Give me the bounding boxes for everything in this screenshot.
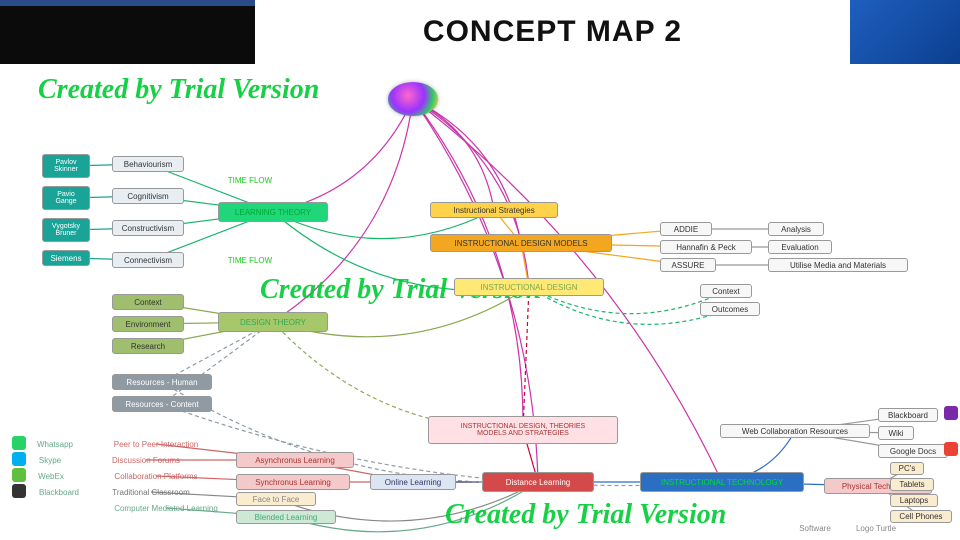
node-pcs: PC's xyxy=(890,462,924,475)
node-forums: Discussion Forums xyxy=(96,454,196,466)
node-reshum: Resources - Human xyxy=(112,374,212,390)
node-blended: Blended Learning xyxy=(236,510,336,524)
concept-map-canvas: Created by Trial Version Created by Trial… xyxy=(0,64,960,540)
node-logo: Logo Turtle xyxy=(846,522,906,534)
node-itech: INSTRUCTIONAL TECHNOLOGY xyxy=(640,472,804,492)
brain-icon xyxy=(388,82,438,116)
page-title: CONCEPT MAP 2 xyxy=(423,15,682,49)
edge-rescont-designth xyxy=(162,322,273,404)
google-icon xyxy=(944,442,958,456)
node-instrat: Instructional Strategies xyxy=(430,202,558,218)
node-pavio: Pavio Gange xyxy=(42,186,90,210)
trial-watermark: Created by Trial Version xyxy=(38,74,319,106)
node-constr: Constructivism xyxy=(112,220,184,236)
node-blackb: Blackboard xyxy=(878,408,938,422)
node-vygotsky: Vygotsky Bruner xyxy=(42,218,90,242)
node-online: Online Learning xyxy=(370,474,456,490)
whatsapp-icon xyxy=(12,436,26,450)
edge-instrdes-idtms xyxy=(523,287,529,430)
header: CONCEPT MAP 2 xyxy=(0,0,960,64)
node-async: Asynchronus Learning xyxy=(236,452,354,468)
node-tablets: Tablets xyxy=(890,478,934,491)
header-center: CONCEPT MAP 2 xyxy=(255,0,850,64)
node-tf1: TIME FLOW xyxy=(220,174,280,186)
node-behav: Behaviourism xyxy=(112,156,184,172)
webex-icon xyxy=(12,468,26,482)
header-right-block xyxy=(850,0,960,64)
node-dist: Distance Learning xyxy=(482,472,594,492)
node-analysis: Analysis xyxy=(768,222,824,236)
node-whatsapp: Whatsapp xyxy=(30,438,80,450)
node-skype: Skype xyxy=(30,454,70,466)
header-left-block xyxy=(0,0,255,64)
node-ctxout2: Outcomes xyxy=(700,302,760,316)
node-connect: Connectivism xyxy=(112,252,184,268)
skype-icon xyxy=(12,452,26,466)
node-idmodels: INSTRUCTIONAL DESIGN MODELS xyxy=(430,234,612,252)
node-laptops: Laptops xyxy=(890,494,938,507)
blackboard-logo-icon xyxy=(944,406,958,420)
node-assure: ASSURE xyxy=(660,258,716,272)
node-wiki: Wiki xyxy=(878,426,914,440)
node-sync: Synchronus Learning xyxy=(236,474,350,490)
node-cml: Computer Mediated Learning xyxy=(96,502,236,514)
node-idtms: INSTRUCTIONAL DESIGN, THEORIES MODELS AN… xyxy=(428,416,618,444)
edge-idmodels-brain xyxy=(413,99,521,243)
node-evalu: Evaluation xyxy=(768,240,832,254)
node-p2p: Peer to Peer Interaction xyxy=(96,438,216,450)
edge-learnth-brain xyxy=(273,99,413,212)
edge-designth-idtms xyxy=(273,322,523,430)
node-blackbrd: Blackboard xyxy=(30,486,88,498)
node-learnth: LEARNING THEORY xyxy=(218,202,328,222)
node-pavlov: Pavlov Skinner xyxy=(42,154,90,178)
node-media: Utilise Media and Materials xyxy=(768,258,908,272)
node-hannafin: Hannafin & Peck xyxy=(660,240,752,254)
node-siemens: Siemens xyxy=(42,250,90,266)
node-addie: ADDIE xyxy=(660,222,712,236)
node-f2f: Face to Face xyxy=(236,492,316,506)
node-instrdes: INSTRUCTIONAL DESIGN xyxy=(454,278,604,296)
node-gdocs: Google Docs xyxy=(878,444,948,458)
node-ctxout1: Context xyxy=(700,284,752,298)
node-software: Software xyxy=(790,522,840,534)
node-research: Research xyxy=(112,338,184,354)
node-envir: Environment xyxy=(112,316,184,332)
edge-instrat-brain xyxy=(413,99,494,210)
node-webex: WebEx xyxy=(30,470,72,482)
node-collab: Collaboration Platforms xyxy=(96,470,216,482)
trial-watermark: Created by Trial Version xyxy=(445,499,726,531)
node-rescont: Resources - Content xyxy=(112,396,212,412)
node-designth: DESIGN THEORY xyxy=(218,312,328,332)
node-context: Context xyxy=(112,294,184,310)
edge-instrdes-brain xyxy=(413,99,529,287)
node-cogn: Cognitivism xyxy=(112,188,184,204)
blackboard-icon xyxy=(12,484,26,498)
node-webcollab: Web Collaboration Resources xyxy=(720,424,870,438)
edge-idtms-brain xyxy=(413,99,523,430)
node-tf2: TIME FLOW xyxy=(220,254,280,266)
node-tradclass: Traditional Classroom xyxy=(96,486,206,498)
